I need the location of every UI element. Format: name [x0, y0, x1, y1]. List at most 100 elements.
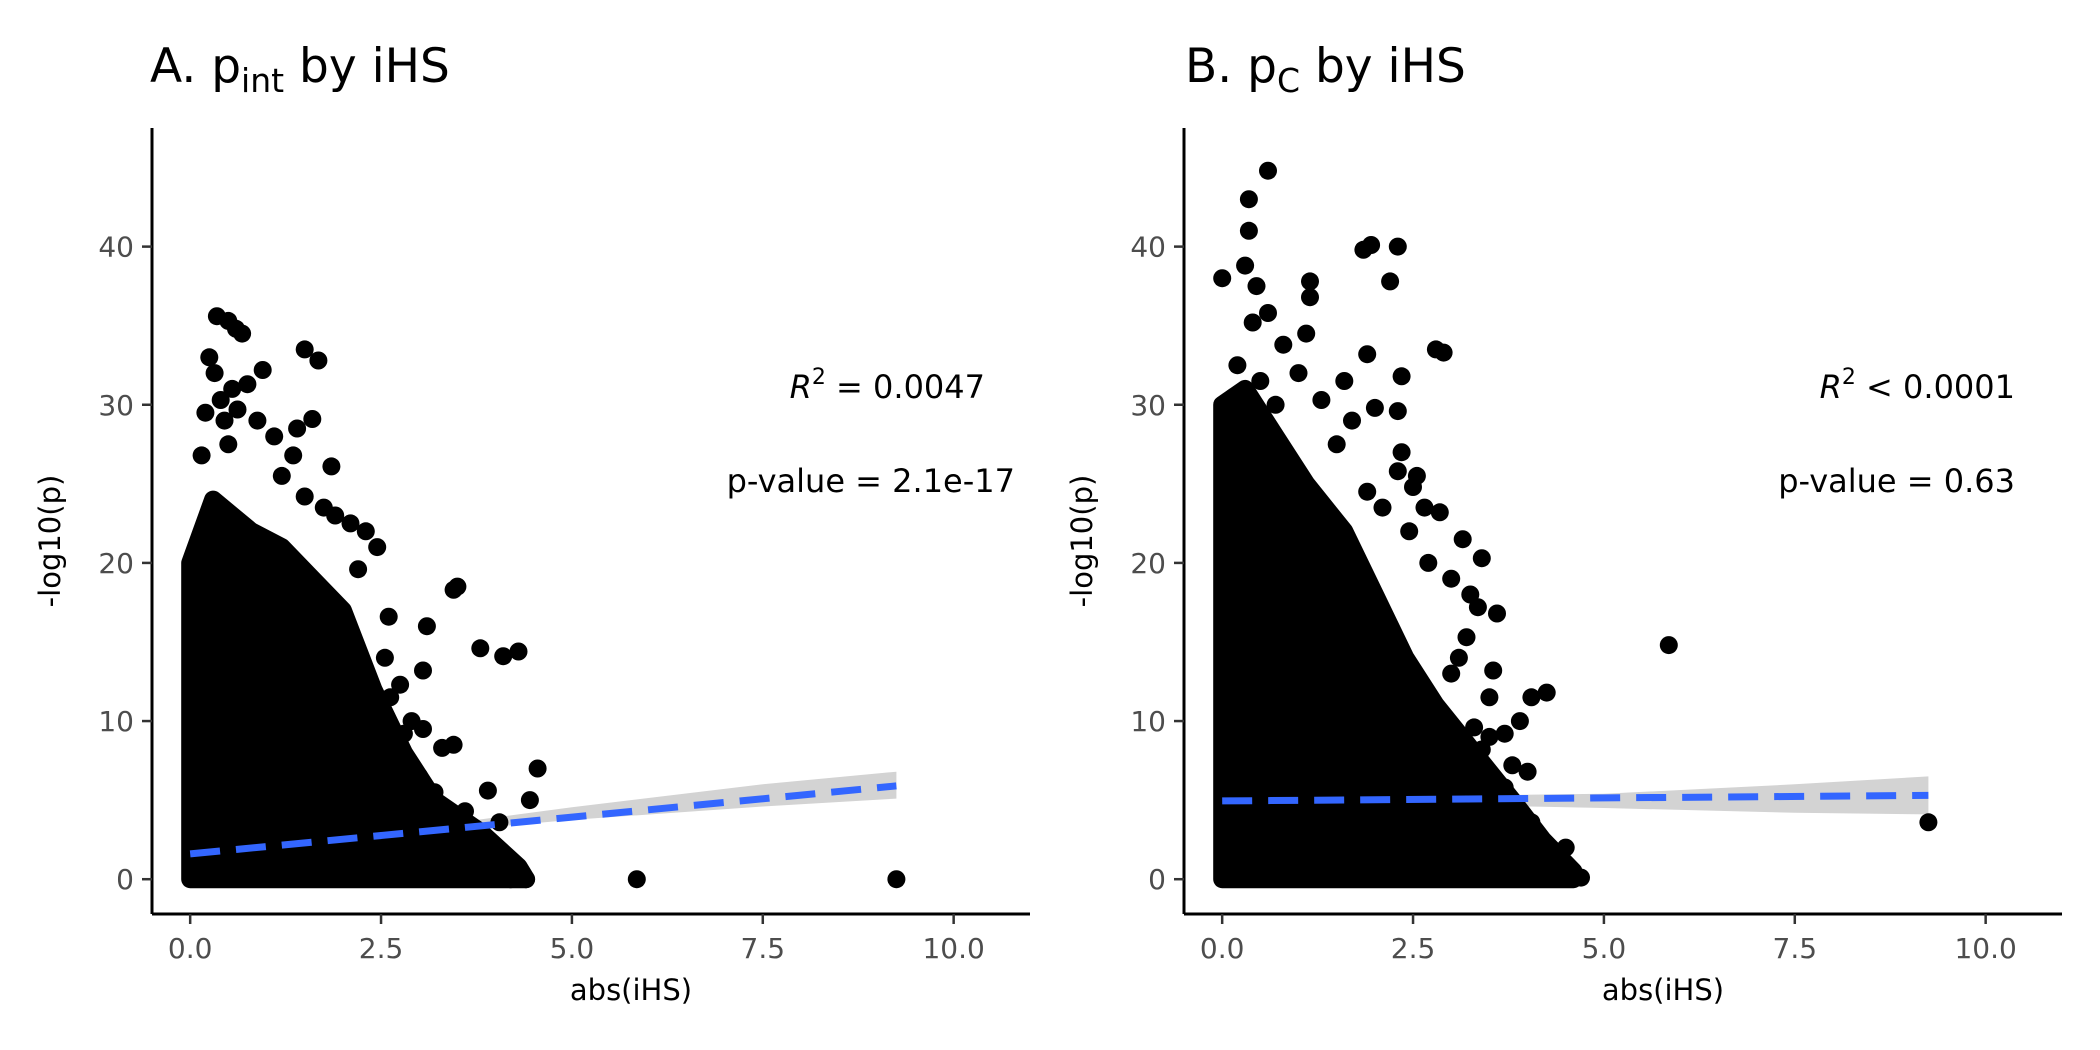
data-point — [1472, 549, 1491, 568]
data-point — [1236, 256, 1255, 275]
data-point — [1518, 762, 1537, 781]
data-point — [1472, 740, 1491, 759]
data-point — [1495, 778, 1514, 797]
data-point — [349, 560, 368, 579]
data-point — [322, 457, 341, 476]
panel-b-confidence-band — [1222, 776, 1929, 815]
y-tick-label: 40 — [98, 231, 134, 264]
data-point — [1510, 821, 1529, 840]
data-point — [1415, 498, 1434, 517]
data-point — [375, 648, 394, 667]
panel-b: B. pC by iHS 0.0 2.5 5.0 7.5 10.0 0 10 20 30 40 a… — [1065, 39, 2062, 1007]
data-point — [1239, 190, 1258, 209]
data-point — [1228, 356, 1247, 375]
data-point — [1274, 335, 1293, 354]
x-tick-label: 5.0 — [1582, 932, 1627, 965]
data-point — [456, 802, 474, 821]
x-tick-label: 0.0 — [1200, 932, 1245, 965]
data-point — [509, 642, 528, 661]
x-tick-label: 2.5 — [359, 932, 404, 965]
data-point — [233, 324, 252, 343]
data-point — [284, 446, 303, 465]
data-point — [425, 783, 444, 802]
data-point — [341, 514, 360, 533]
x-tick-label: 10.0 — [1954, 932, 2016, 965]
data-point — [1449, 648, 1468, 667]
data-point — [444, 580, 463, 599]
data-point — [627, 870, 646, 889]
data-point — [219, 435, 238, 454]
data-point — [303, 410, 322, 428]
data-point — [196, 403, 215, 422]
data-point — [1522, 835, 1541, 854]
data-point — [228, 400, 247, 419]
y-tick-label: 30 — [98, 389, 134, 422]
panel-a-dense-points — [181, 490, 536, 889]
x-tick-label: 5.0 — [550, 932, 595, 965]
panel-b-x-axis-title: abs(iHS) — [1602, 973, 1724, 1007]
x-tick-label: 0.0 — [168, 932, 213, 965]
data-point — [1362, 236, 1381, 254]
y-tick-label: 10 — [98, 705, 134, 738]
data-point — [1457, 628, 1476, 647]
data-point — [1381, 272, 1400, 291]
data-point — [448, 868, 467, 887]
data-point — [1301, 272, 1319, 291]
panel-a-x-axis-title: abs(iHS) — [570, 973, 692, 1007]
data-point — [1392, 367, 1411, 386]
data-point — [265, 427, 284, 446]
data-point — [379, 607, 398, 626]
panel-b-points — [1213, 161, 1938, 887]
data-point — [1312, 391, 1331, 409]
data-point — [205, 364, 224, 383]
data-point — [1430, 503, 1449, 522]
panel-b-y-axis-title: -log10(p) — [1065, 475, 1099, 608]
data-point — [223, 379, 242, 398]
data-point — [1480, 688, 1499, 707]
data-point — [1365, 398, 1384, 417]
data-point — [1343, 411, 1361, 430]
data-point — [517, 870, 536, 889]
data-point — [1213, 269, 1232, 288]
data-point — [394, 724, 413, 743]
panel-a-fit-line — [189, 782, 897, 858]
data-point — [1259, 304, 1277, 322]
data-point — [309, 351, 328, 370]
data-point — [1239, 221, 1258, 240]
data-point — [410, 767, 429, 786]
data-point — [1247, 277, 1266, 296]
data-point — [1495, 724, 1514, 743]
data-point — [1510, 712, 1529, 731]
data-point — [417, 617, 436, 636]
data-point — [1522, 688, 1541, 707]
data-point — [1388, 402, 1407, 421]
data-point — [211, 391, 230, 409]
y-tick-label: 20 — [98, 547, 134, 580]
data-point — [1289, 364, 1308, 383]
data-point — [414, 720, 432, 738]
data-point — [520, 791, 539, 810]
data-point — [471, 639, 490, 658]
data-point — [1404, 478, 1422, 496]
panel-a-r-squared: R2 = 0.0047 — [790, 365, 985, 406]
data-point — [364, 704, 383, 723]
data-point — [1388, 462, 1407, 481]
data-point — [1335, 372, 1354, 390]
data-point — [1488, 604, 1506, 623]
panel-b-title: B. pC by iHS — [1185, 39, 1466, 100]
data-point — [248, 411, 267, 430]
panel-a-y-axis-title: -log10(p) — [33, 475, 67, 608]
data-point — [1259, 161, 1277, 180]
data-point — [1434, 343, 1453, 362]
dense-point-cloud — [181, 490, 536, 889]
data-point — [1373, 498, 1392, 517]
y-tick-label: 20 — [1130, 547, 1166, 580]
panel-a-points — [192, 307, 906, 889]
data-point — [253, 361, 272, 379]
data-point — [1358, 482, 1377, 501]
data-point — [1224, 387, 1243, 406]
data-point — [381, 688, 400, 707]
data-point — [1419, 553, 1438, 572]
data-point — [1442, 664, 1461, 683]
